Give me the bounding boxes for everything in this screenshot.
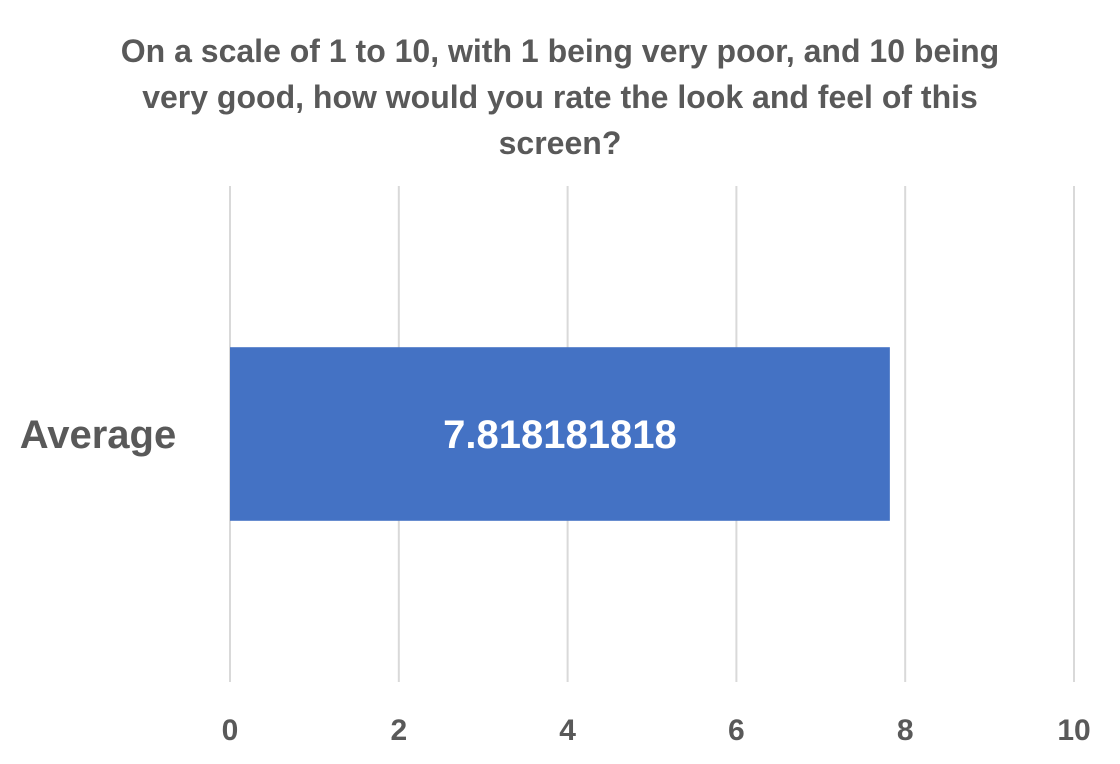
bars <box>230 347 890 521</box>
x-tick-label: 2 <box>390 714 407 747</box>
x-tick-label: 0 <box>222 714 239 747</box>
x-tick-label: 8 <box>897 714 914 747</box>
x-tick-label: 10 <box>1057 714 1090 747</box>
data-label: 7.818181818 <box>443 413 677 457</box>
labels: 0 2 4 6 8 10 Average 7.818181818 <box>20 413 1091 747</box>
bar-average <box>230 347 890 521</box>
x-tick-label: 4 <box>559 714 576 747</box>
x-tick-label: 6 <box>728 714 745 747</box>
category-label: Average <box>20 413 176 457</box>
chart-title: On a scale of 1 to 10, with 1 being very… <box>120 33 1000 161</box>
